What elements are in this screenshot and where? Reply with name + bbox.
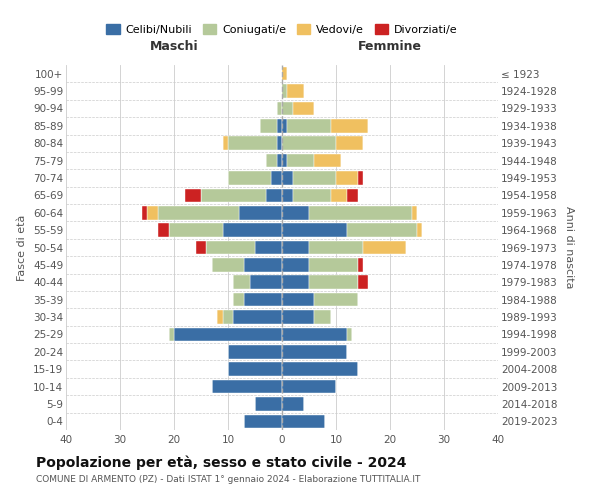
Bar [282,310,314,324]
Y-axis label: Fasce di età: Fasce di età [17,214,28,280]
Bar [196,240,206,254]
Bar [233,276,250,289]
Bar [223,310,233,324]
Bar [277,102,282,115]
Bar [282,67,287,80]
Bar [314,154,341,168]
Bar [314,310,331,324]
Bar [358,276,368,289]
Bar [331,188,347,202]
Legend: Celibi/Nubili, Coniugati/e, Vedovi/e, Divorziati/e: Celibi/Nubili, Coniugati/e, Vedovi/e, Di… [102,20,462,39]
Bar [244,258,282,272]
Text: Femmine: Femmine [358,40,422,53]
Bar [206,240,255,254]
Bar [293,102,314,115]
Bar [266,154,277,168]
Bar [293,188,331,202]
Bar [293,171,336,185]
Bar [309,240,363,254]
Bar [169,328,174,341]
Bar [255,240,282,254]
Bar [282,102,293,115]
Bar [347,188,358,202]
Bar [282,240,309,254]
Bar [282,397,304,410]
Bar [185,188,201,202]
Bar [201,188,266,202]
Bar [282,328,347,341]
Y-axis label: Anni di nascita: Anni di nascita [564,206,574,289]
Bar [212,380,282,394]
Bar [277,119,282,132]
Bar [217,310,223,324]
Bar [282,136,336,150]
Bar [282,276,309,289]
Bar [233,310,282,324]
Bar [331,119,368,132]
Bar [287,84,304,98]
Bar [282,206,309,220]
Bar [174,328,282,341]
Bar [347,328,352,341]
Bar [282,258,309,272]
Bar [282,345,347,358]
Bar [228,136,277,150]
Bar [336,171,358,185]
Bar [412,206,417,220]
Bar [158,206,239,220]
Bar [358,258,363,272]
Bar [309,206,412,220]
Bar [228,345,282,358]
Bar [212,258,244,272]
Bar [282,84,287,98]
Text: Popolazione per età, sesso e stato civile - 2024: Popolazione per età, sesso e stato civil… [36,455,407,469]
Bar [282,380,336,394]
Text: COMUNE DI ARMENTO (PZ) - Dati ISTAT 1° gennaio 2024 - Elaborazione TUTTITALIA.IT: COMUNE DI ARMENTO (PZ) - Dati ISTAT 1° g… [36,475,421,484]
Bar [244,293,282,306]
Bar [266,188,282,202]
Bar [239,206,282,220]
Bar [228,362,282,376]
Bar [277,154,282,168]
Bar [255,397,282,410]
Bar [417,224,422,237]
Bar [282,188,293,202]
Bar [282,414,325,428]
Bar [347,224,417,237]
Bar [147,206,158,220]
Bar [282,119,287,132]
Text: Maschi: Maschi [149,40,199,53]
Bar [223,136,228,150]
Bar [287,154,314,168]
Bar [287,119,331,132]
Bar [271,171,282,185]
Bar [282,224,347,237]
Bar [277,136,282,150]
Bar [282,362,358,376]
Bar [142,206,147,220]
Bar [223,224,282,237]
Bar [336,136,363,150]
Bar [314,293,358,306]
Bar [282,171,293,185]
Bar [228,171,271,185]
Bar [282,293,314,306]
Bar [358,171,363,185]
Bar [309,276,358,289]
Bar [260,119,277,132]
Bar [363,240,406,254]
Bar [169,224,223,237]
Bar [158,224,169,237]
Bar [244,414,282,428]
Bar [233,293,244,306]
Bar [309,258,358,272]
Bar [250,276,282,289]
Bar [282,154,287,168]
